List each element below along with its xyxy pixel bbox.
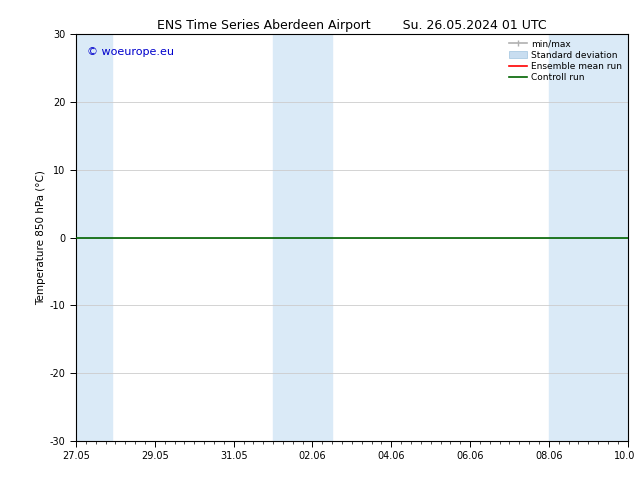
Bar: [549, 34, 628, 441]
Bar: [273, 34, 332, 441]
Title: ENS Time Series Aberdeen Airport        Su. 26.05.2024 01 UTC: ENS Time Series Aberdeen Airport Su. 26.…: [157, 19, 547, 32]
Legend: min/max, Standard deviation, Ensemble mean run, Controll run: min/max, Standard deviation, Ensemble me…: [505, 36, 626, 86]
Y-axis label: Temperature 850 hPa (°C): Temperature 850 hPa (°C): [36, 170, 46, 305]
Bar: [76, 34, 112, 441]
Text: © woeurope.eu: © woeurope.eu: [87, 47, 174, 56]
